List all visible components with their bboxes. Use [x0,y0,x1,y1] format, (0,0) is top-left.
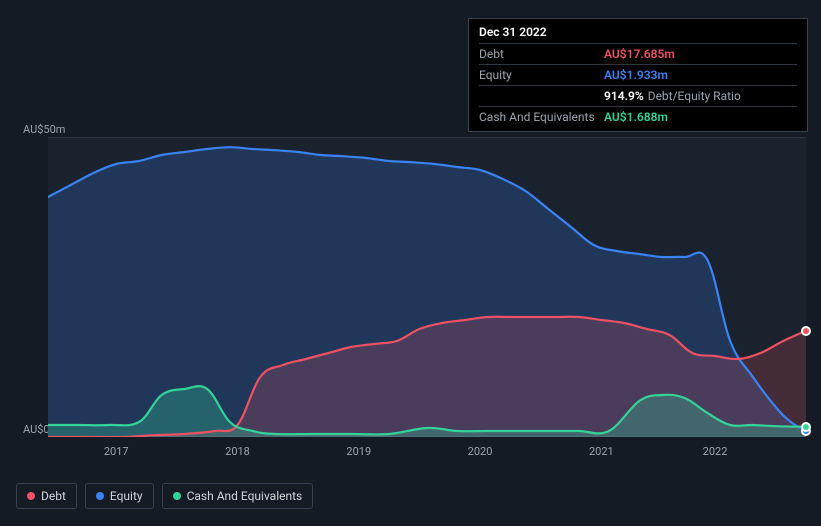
tooltip-row-cash: Cash And Equivalents AU$1.688m [479,106,797,127]
tooltip-ratio-spacer [479,89,604,103]
tooltip-cash-label: Cash And Equivalents [479,110,604,124]
y-axis-top-label: AU$50m [23,123,65,136]
legend: Debt Equity Cash And Equivalents [16,483,313,509]
legend-label-cash: Cash And Equivalents [187,489,303,503]
swatch-equity [96,492,104,500]
marker-cash-and-equivalents [801,422,811,432]
y-axis-zero-label: AU$0 [23,423,50,436]
tooltip-row-equity: Equity AU$1.933m [479,64,797,85]
chart-svg [48,137,806,437]
x-tick: 2020 [468,445,493,458]
legend-item-debt[interactable]: Debt [16,483,77,509]
legend-label-equity: Equity [110,489,143,503]
legend-item-equity[interactable]: Equity [85,483,154,509]
tooltip-debt-value: AU$17.685m [604,47,675,61]
tooltip-ratio-pct: 914.9% [604,89,644,103]
legend-label-debt: Debt [41,489,66,503]
swatch-cash [173,492,181,500]
tooltip-date: Dec 31 2022 [479,25,797,39]
tooltip-equity-label: Equity [479,68,604,82]
x-tick: 2018 [225,445,250,458]
x-tick: 2021 [589,445,614,458]
swatch-debt [27,492,35,500]
marker-debt [801,326,811,336]
tooltip-cash-value: AU$1.688m [604,110,668,124]
chart: AU$50m AU$0 2017 2018 2019 2020 2021 2022 [16,125,806,470]
x-tick: 2017 [104,445,129,458]
tooltip-ratio-label: Debt/Equity Ratio [648,89,741,103]
plot-area[interactable] [48,137,806,437]
x-tick: 2019 [346,445,371,458]
tooltip-row-ratio: 914.9% Debt/Equity Ratio [479,85,797,106]
tooltip-debt-label: Debt [479,47,604,61]
x-tick: 2022 [703,445,728,458]
tooltip-equity-value: AU$1.933m [604,68,668,82]
legend-item-cash[interactable]: Cash And Equivalents [162,483,314,509]
chart-tooltip: Dec 31 2022 Debt AU$17.685m Equity AU$1.… [468,18,808,132]
tooltip-row-debt: Debt AU$17.685m [479,43,797,64]
x-axis-labels: 2017 2018 2019 2020 2021 2022 [48,445,806,465]
